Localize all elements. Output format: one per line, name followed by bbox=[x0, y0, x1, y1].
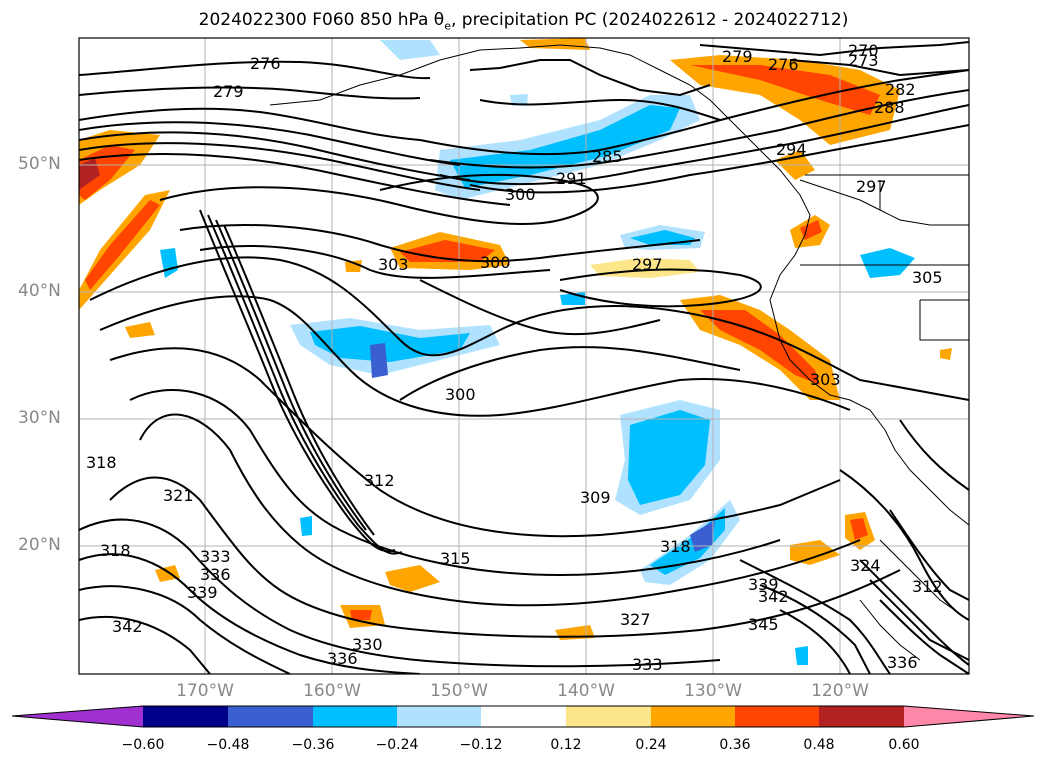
plot-frame bbox=[78, 37, 970, 675]
contour-label: 321 bbox=[163, 486, 194, 505]
contour-label: 303 bbox=[810, 370, 841, 389]
contour-label: 297 bbox=[632, 255, 663, 274]
contour-label: 339 bbox=[748, 575, 779, 594]
contour-label: 300 bbox=[480, 253, 511, 272]
theta-e-contours bbox=[79, 41, 969, 674]
contour-label: 303 bbox=[378, 255, 409, 274]
contour-label: 291 bbox=[556, 169, 587, 188]
colorbar-tick-label: −0.36 bbox=[291, 737, 335, 753]
contour-label: 294 bbox=[776, 140, 807, 159]
colorbar-swatch bbox=[651, 706, 735, 727]
colorbar-swatch bbox=[397, 706, 481, 727]
contour-labels: 276 279 279 276 270 273 282 288 294 285 … bbox=[86, 41, 943, 674]
contour-label: 288 bbox=[874, 98, 905, 117]
lat-label: 20°N bbox=[18, 535, 61, 555]
contour-label: 300 bbox=[505, 185, 536, 204]
contour-label: 285 bbox=[592, 147, 623, 166]
lat-label: 50°N bbox=[18, 154, 61, 174]
lon-label: 140°W bbox=[557, 681, 615, 701]
contour-label: 342 bbox=[112, 617, 143, 636]
contour-label: 276 bbox=[250, 54, 281, 73]
contour-label: 318 bbox=[660, 537, 691, 556]
colorbar-swatch bbox=[228, 706, 313, 727]
contour-label: 276 bbox=[768, 55, 799, 74]
contour-label: 336 bbox=[887, 653, 918, 672]
contour-label: 336 bbox=[200, 565, 231, 584]
colorbar-tick-label: −0.24 bbox=[375, 737, 419, 753]
colorbar-swatch bbox=[481, 706, 566, 727]
colorbar-swatch bbox=[313, 706, 397, 727]
precip-positive-areas bbox=[79, 38, 952, 640]
contour-label: 300 bbox=[445, 385, 476, 404]
contour-label: 312 bbox=[364, 471, 395, 490]
colorbar-swatch bbox=[566, 706, 651, 727]
colorbar-tick-label: −0.60 bbox=[121, 737, 165, 753]
contour-label: 309 bbox=[580, 488, 611, 507]
contour-label: 333 bbox=[632, 655, 663, 674]
colorbar-swatch bbox=[819, 706, 904, 727]
lon-label: 170°W bbox=[176, 681, 234, 701]
colorbar-tick-label: 0.12 bbox=[550, 737, 582, 753]
contour-label: 315 bbox=[440, 549, 471, 568]
colorbar-tick-label: 0.24 bbox=[635, 737, 667, 753]
lon-label: 130°W bbox=[684, 681, 742, 701]
lon-label: 150°W bbox=[430, 681, 488, 701]
lat-label: 30°N bbox=[18, 408, 61, 428]
contour-label: 279 bbox=[213, 82, 244, 101]
colorbar-tick-label: 0.48 bbox=[803, 737, 835, 753]
contour-label: 305 bbox=[912, 268, 943, 287]
contour-label: 312 bbox=[912, 577, 943, 596]
colorbar-tick-label: −0.12 bbox=[459, 737, 503, 753]
colorbar-tick-label: 0.60 bbox=[888, 737, 920, 753]
colorbar-extend-low bbox=[12, 706, 143, 727]
coastlines bbox=[269, 44, 969, 661]
contour-label: 330 bbox=[352, 635, 383, 654]
contour-label: 327 bbox=[620, 610, 651, 629]
contour-label: 270 bbox=[848, 41, 879, 60]
colorbar-swatch bbox=[735, 706, 819, 727]
colorbar-extend-high bbox=[904, 706, 1034, 727]
contour-label: 336 bbox=[327, 649, 358, 668]
lon-label: 120°W bbox=[811, 681, 869, 701]
contour-label: 342 bbox=[758, 587, 789, 606]
colorbar bbox=[11, 705, 1035, 728]
contour-label: 333 bbox=[200, 547, 231, 566]
contour-label: 273 bbox=[848, 51, 879, 70]
colorbar-swatch bbox=[143, 706, 228, 727]
contour-label: 297 bbox=[856, 177, 887, 196]
contour-label: 279 bbox=[722, 47, 753, 66]
lon-label: 160°W bbox=[303, 681, 361, 701]
contour-label: 345 bbox=[748, 615, 779, 634]
colorbar-tick-label: −0.48 bbox=[206, 737, 250, 753]
lat-label: 40°N bbox=[18, 281, 61, 301]
contour-label: 339 bbox=[187, 583, 218, 602]
contour-label: 282 bbox=[885, 80, 916, 99]
contour-label: 318 bbox=[86, 453, 117, 472]
contour-label: 324 bbox=[850, 556, 881, 575]
map-title: 2024022300 F060 850 hPa θe, precipitatio… bbox=[198, 10, 849, 33]
colorbar-tick-label: 0.36 bbox=[719, 737, 751, 753]
contour-label: 318 bbox=[100, 541, 131, 560]
